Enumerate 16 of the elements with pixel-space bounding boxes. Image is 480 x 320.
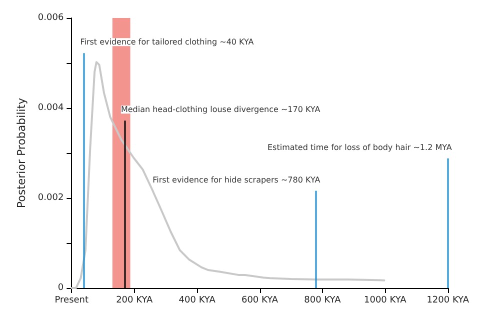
x-tick-label: 200 KYA (116, 296, 154, 306)
y-tick-label: 0.006 (38, 13, 64, 23)
x-tick-label: 1200 KYA (426, 296, 470, 306)
x-tick-label: 800 KYA (304, 296, 342, 306)
ref-line-label: Estimated time for loss of body hair ~1.2 MYA (268, 142, 452, 152)
x-tick-label: Present (54, 296, 90, 306)
y-axis-title: Posterior Probability (15, 97, 28, 208)
y-tick-label: 0.004 (38, 103, 64, 113)
x-tick-label: 400 KYA (178, 296, 216, 306)
y-tick-label: 0.002 (38, 193, 64, 203)
y-tick-label: 0 (58, 283, 64, 293)
ref-line-label: Median head-clothing louse divergence ~170 KYA (120, 105, 321, 114)
x-tick-label: 600 KYA (241, 296, 279, 306)
ref-line-label: First evidence for hide scrapers ~780 KYA (152, 175, 321, 184)
ref-line-label: First evidence for tailored clothing ~40 KYA (80, 38, 254, 47)
x-tick-label: 1000 KYA (364, 296, 408, 306)
